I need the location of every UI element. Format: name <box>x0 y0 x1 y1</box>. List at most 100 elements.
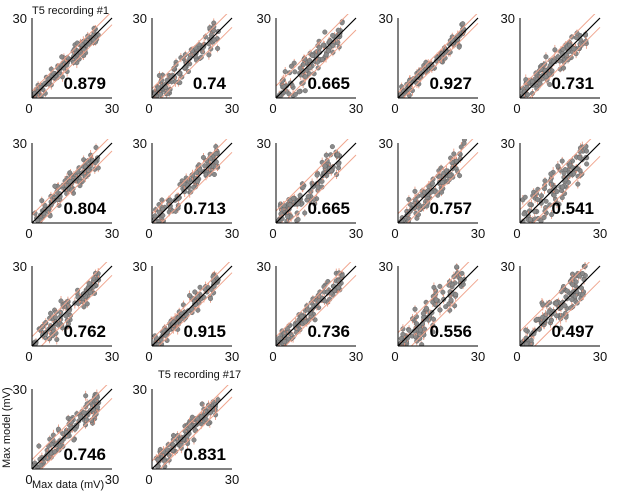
unity-line <box>520 17 601 98</box>
unity-line <box>32 388 113 469</box>
data-point <box>50 432 56 438</box>
data-point <box>430 329 436 335</box>
data-point <box>573 279 579 285</box>
data-point <box>300 62 306 68</box>
data-point <box>406 327 412 333</box>
data-point <box>200 49 206 55</box>
data-point <box>171 65 177 71</box>
panel-17: 30 0 30 0.831 <box>133 382 240 487</box>
unity-line <box>276 265 357 346</box>
correlation-label: 0.731 <box>551 74 594 93</box>
data-point <box>414 80 420 86</box>
y-tick-30: 30 <box>13 11 27 26</box>
data-point <box>81 304 87 310</box>
data-point <box>529 90 535 96</box>
data-point <box>561 65 567 71</box>
data-point <box>522 194 528 200</box>
data-point <box>153 335 159 341</box>
x-tick-30: 30 <box>105 472 119 487</box>
data-point <box>295 320 301 326</box>
data-point <box>67 178 73 184</box>
data-point <box>460 26 466 32</box>
plot-area <box>152 139 233 223</box>
data-point <box>52 449 58 455</box>
upper-band-line <box>276 14 349 87</box>
data-point <box>197 284 203 290</box>
x-tick-0: 0 <box>25 226 32 241</box>
unity-line <box>152 265 233 346</box>
lower-band-line <box>37 24 113 98</box>
data-point <box>182 189 188 195</box>
lower-band-line <box>287 154 357 223</box>
data-point <box>562 303 568 309</box>
data-point <box>327 296 333 302</box>
data-point <box>67 170 73 176</box>
panel-3: 30 0 30 0.665 <box>257 11 364 116</box>
data-point <box>48 202 54 208</box>
data-point <box>398 218 404 223</box>
y-tick-30: 30 <box>257 11 271 26</box>
data-point <box>571 46 577 52</box>
data-point <box>437 283 443 289</box>
y-tick-30: 30 <box>501 11 515 26</box>
data-point <box>455 36 461 42</box>
data-point <box>180 302 186 308</box>
data-point <box>305 194 311 200</box>
upper-band-line <box>152 14 228 90</box>
data-point <box>538 218 544 223</box>
data-point <box>36 443 42 449</box>
x-tick-30: 30 <box>349 101 363 116</box>
y-tick-30: 30 <box>501 259 515 274</box>
annotation-recording-17: T5 recording #17 <box>158 369 241 381</box>
data-point <box>197 167 203 173</box>
data-point <box>310 53 316 59</box>
data-point <box>563 294 569 300</box>
data-point <box>420 310 426 316</box>
data-point <box>541 215 547 221</box>
x-tick-30: 30 <box>105 226 119 241</box>
data-point <box>532 209 538 215</box>
data-point <box>207 156 213 162</box>
lower-band-line <box>287 29 357 98</box>
data-point <box>181 316 187 322</box>
data-point <box>433 297 439 303</box>
data-point <box>213 412 219 418</box>
data-point <box>76 56 82 62</box>
data-point <box>302 210 308 216</box>
data-point <box>448 297 454 303</box>
y-tick-30: 30 <box>133 136 147 151</box>
y-tick-30: 30 <box>501 136 515 151</box>
data-point <box>524 85 530 91</box>
data-point <box>548 171 554 177</box>
data-point <box>39 198 45 204</box>
data-point <box>457 173 463 179</box>
data-point <box>159 77 165 83</box>
data-point <box>534 316 540 322</box>
data-point <box>561 283 567 289</box>
data-point <box>543 54 549 60</box>
data-point <box>535 197 541 203</box>
panel-11: 30 0 30 0.762 <box>13 259 120 364</box>
data-point <box>167 197 173 203</box>
data-point <box>523 327 529 333</box>
data-point <box>155 457 161 463</box>
data-point <box>84 301 90 307</box>
plot-area <box>152 14 233 98</box>
data-point <box>276 335 282 341</box>
data-point <box>427 313 433 319</box>
x-tick-30: 30 <box>349 226 363 241</box>
data-point <box>84 159 90 165</box>
data-point <box>429 65 435 71</box>
x-tick-30: 30 <box>225 226 239 241</box>
data-point <box>62 178 68 184</box>
data-point <box>336 270 342 276</box>
data-point <box>213 159 219 165</box>
data-point <box>192 289 198 295</box>
data-point <box>322 29 328 35</box>
plot-area <box>152 262 233 346</box>
data-point <box>570 282 576 288</box>
x-tick-30: 30 <box>105 349 119 364</box>
x-tick-30: 30 <box>471 349 485 364</box>
x-tick-30: 30 <box>225 472 239 487</box>
x-axis-label: Max data (mV) <box>32 479 104 491</box>
